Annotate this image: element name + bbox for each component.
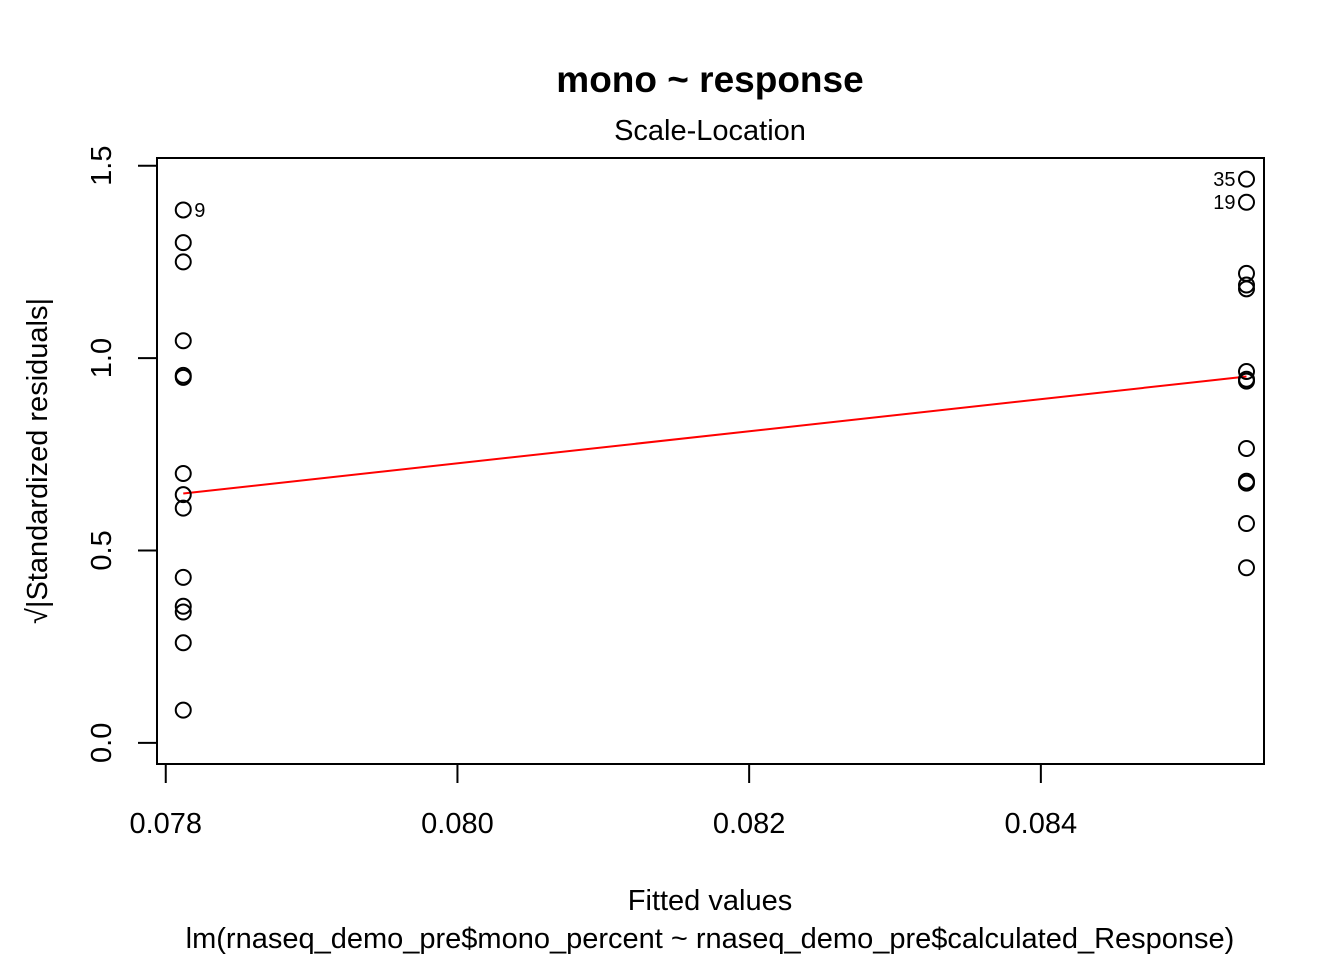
- data-point: [174, 368, 192, 386]
- chart-subtitle: Scale-Location: [614, 115, 806, 147]
- points-layer: [174, 170, 1255, 719]
- data-point: [1237, 559, 1255, 577]
- data-point: [174, 234, 192, 252]
- data-point: [174, 253, 192, 271]
- x-axis-caption: lm(rnaseq_demo_pre$mono_percent ~ rnaseq…: [186, 923, 1235, 955]
- x-tick-label: 0.084: [1005, 808, 1078, 840]
- data-point: [174, 634, 192, 652]
- x-tick-label: 0.082: [713, 808, 786, 840]
- data-point: [174, 486, 192, 504]
- data-point: [174, 201, 192, 219]
- data-point: [1237, 474, 1255, 492]
- x-axis: 0.078 0.080 0.082 0.084: [129, 763, 1078, 840]
- data-point: [174, 597, 192, 615]
- data-point: [174, 568, 192, 586]
- chart-title: mono ~ response: [556, 59, 863, 100]
- smoother-layer: [183, 375, 1247, 495]
- y-tick-label: 1.0: [86, 338, 118, 378]
- data-point: [1237, 372, 1255, 390]
- point-id-label: 9: [194, 200, 205, 222]
- data-point: [174, 465, 192, 483]
- data-point: [174, 499, 192, 517]
- y-axis-label: √|Standardized residuals|: [22, 298, 54, 624]
- y-tick-label: 0.0: [86, 723, 118, 763]
- smoother-line: [183, 375, 1247, 495]
- data-point: [174, 332, 192, 350]
- data-point: [1237, 170, 1255, 188]
- x-axis-label: Fitted values: [628, 885, 792, 917]
- y-axis: 0.0 0.5 1.0 1.5: [86, 146, 158, 763]
- y-tick-label: 1.5: [86, 146, 118, 186]
- data-point: [1237, 280, 1255, 298]
- data-point: [1237, 193, 1255, 211]
- x-tick-label: 0.078: [129, 808, 202, 840]
- point-id-label: 35: [1213, 169, 1235, 191]
- data-point: [1237, 515, 1255, 533]
- y-tick-label: 0.5: [86, 530, 118, 570]
- point-id-label: 19: [1213, 192, 1235, 214]
- plot-frame: [156, 157, 1265, 765]
- data-point: [174, 701, 192, 719]
- data-point: [1237, 439, 1255, 457]
- data-point: [174, 603, 192, 621]
- data-point: [1237, 363, 1255, 381]
- x-tick-label: 0.080: [421, 808, 494, 840]
